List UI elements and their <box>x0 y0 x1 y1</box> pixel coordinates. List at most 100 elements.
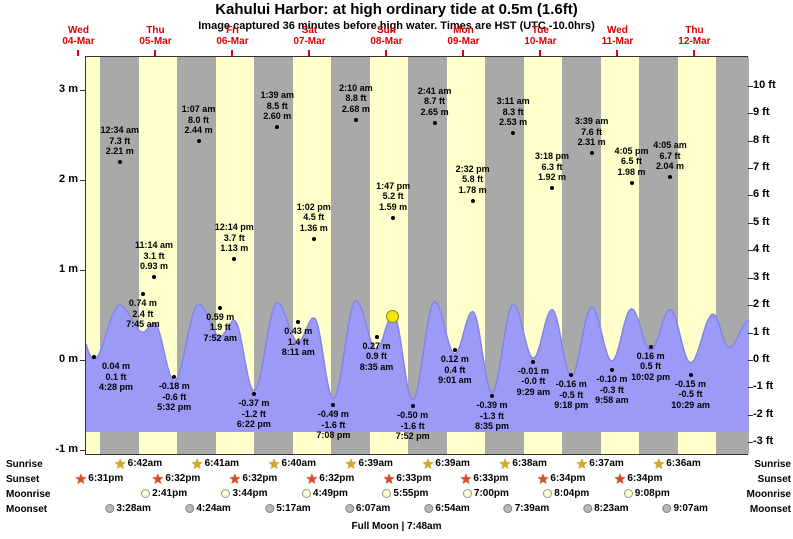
moonrise-entry: 5:55pm <box>382 488 428 499</box>
tide-feet: 0.4 ft <box>426 365 484 376</box>
tide-time: 8:35 am <box>348 362 406 373</box>
meters-tick <box>80 90 85 91</box>
moonrise-entry: 8:04pm <box>543 488 589 499</box>
day-label-date: 06-Mar <box>200 36 264 47</box>
tide-meters: 2.65 m <box>406 107 464 118</box>
sunrise-entry: ★6:37am <box>577 458 624 469</box>
day-label-date: 08-Mar <box>354 36 418 47</box>
tide-feet: 1.4 ft <box>269 337 327 348</box>
feet-tick-label: 4 ft <box>753 243 793 255</box>
astro-time: 6:39am <box>358 458 392 469</box>
astro-time: 6:33pm <box>396 473 431 484</box>
moonrise-circle-icon <box>302 489 311 498</box>
tide-event-label-high: 2:41 am8.7 ft2.65 m <box>406 86 464 118</box>
tide-time: 5:32 pm <box>145 402 203 413</box>
sunset-star-icon: ★ <box>538 474 549 484</box>
feet-tick-label: 3 ft <box>753 271 793 283</box>
tide-meters: -0.37 m <box>225 398 283 409</box>
tide-feet: -0.5 ft <box>662 389 720 400</box>
tide-feet: 8.3 ft <box>484 107 542 118</box>
sunset-star-icon: ★ <box>76 474 87 484</box>
day-label-dow: Mon <box>431 25 495 36</box>
tide-event-label-low: -0.37 m-1.2 ft6:22 pm <box>225 398 283 430</box>
tide-event-label-high: 2:32 pm5.8 ft1.78 m <box>444 164 502 196</box>
tide-time: 1:07 am <box>170 104 228 115</box>
tide-meters: 2.44 m <box>170 125 228 136</box>
tide-event-label-low: 0.27 m0.9 ft8:35 am <box>348 341 406 373</box>
tide-time: 9:01 am <box>426 375 484 386</box>
astro-time: 6:40am <box>282 458 316 469</box>
day-label: Fri06-Mar <box>200 25 264 47</box>
feet-tick-label: 2 ft <box>753 298 793 310</box>
tide-event-label-low: -0.39 m-1.3 ft8:35 pm <box>463 400 521 432</box>
sunrise-entry: ★6:42am <box>115 458 162 469</box>
sunrise-star-icon: ★ <box>500 459 511 469</box>
astro-row-label-left: Moonset <box>6 504 47 515</box>
tide-feet: 4.5 ft <box>285 212 343 223</box>
moonset-circle-icon <box>345 504 354 513</box>
sunrise-star-icon: ★ <box>115 459 126 469</box>
tide-event-dot <box>312 237 316 241</box>
feet-tick <box>748 223 753 224</box>
feet-tick-label: 10 ft <box>753 79 793 91</box>
moonset-entry: 3:28am <box>105 503 150 514</box>
feet-tick <box>748 86 753 87</box>
current-tide-marker <box>386 310 399 323</box>
tide-feet: 6.3 ft <box>523 162 581 173</box>
tide-feet: 2.4 ft <box>114 309 172 320</box>
tide-event-label-low: -0.50 m-1.6 ft7:52 pm <box>384 410 442 442</box>
tide-time: 7:52 am <box>191 333 249 344</box>
tide-event-label-high: 1:02 pm4.5 ft1.36 m <box>285 202 343 234</box>
sunset-star-icon: ★ <box>384 474 395 484</box>
tide-meters: -0.15 m <box>662 379 720 390</box>
sunrise-entry: ★6:39am <box>346 458 393 469</box>
moonset-circle-icon <box>265 504 274 513</box>
day-label: Tue10-Mar <box>508 25 572 47</box>
feet-tick-label: 8 ft <box>753 134 793 146</box>
tide-event-label-high: 12:34 am7.3 ft2.21 m <box>91 125 149 157</box>
astro-time: 6:38am <box>512 458 546 469</box>
day-label: Wed11-Mar <box>585 25 649 47</box>
tide-feet: 0.5 ft <box>622 361 680 372</box>
tide-event-label-high: 1:47 pm5.2 ft1.59 m <box>364 181 422 213</box>
tide-feet: 8.7 ft <box>406 96 464 107</box>
tide-meters: 1.78 m <box>444 185 502 196</box>
moonrise-circle-icon <box>624 489 633 498</box>
tide-event-label-high: 3:18 pm6.3 ft1.92 m <box>523 151 581 183</box>
tide-time: 8:35 pm <box>463 421 521 432</box>
tide-feet: 8.5 ft <box>248 101 306 112</box>
tide-meters: 0.04 m <box>87 361 145 372</box>
astro-time: 6:41am <box>205 458 239 469</box>
astro-row-label-right: Sunrise <box>754 459 791 470</box>
sunset-star-icon: ★ <box>153 474 164 484</box>
sunset-star-icon: ★ <box>461 474 472 484</box>
tide-feet: 1.9 ft <box>191 322 249 333</box>
astro-row-label-left: Sunset <box>6 474 39 485</box>
feet-tick-label: 6 ft <box>753 188 793 200</box>
moonset-circle-icon <box>185 504 194 513</box>
tide-meters: -0.50 m <box>384 410 442 421</box>
tide-meters: -0.01 m <box>504 366 562 377</box>
tide-event-label-low: 0.12 m0.4 ft9:01 am <box>426 354 484 386</box>
tide-meters: 2.04 m <box>641 161 699 172</box>
moonrise-circle-icon <box>221 489 230 498</box>
meters-tick-label: 2 m <box>46 173 78 185</box>
day-label-date: 11-Mar <box>585 36 649 47</box>
day-label-date: 12-Mar <box>662 36 726 47</box>
feet-tick-label: 9 ft <box>753 106 793 118</box>
moonrise-circle-icon <box>382 489 391 498</box>
feet-tick-label: 5 ft <box>753 216 793 228</box>
day-label: Sat07-Mar <box>277 25 341 47</box>
tide-event-label-low: -0.15 m-0.5 ft10:29 am <box>662 379 720 411</box>
moonset-circle-icon <box>662 504 671 513</box>
sunset-entry: ★6:34pm <box>615 473 663 484</box>
tide-meters: 0.43 m <box>269 326 327 337</box>
tide-meters: 0.12 m <box>426 354 484 365</box>
feet-tick <box>748 168 753 169</box>
day-label-dow: Sat <box>277 25 341 36</box>
sunset-entry: ★6:32pm <box>230 473 278 484</box>
feet-tick-label: 7 ft <box>753 161 793 173</box>
astro-time: 6:31pm <box>88 473 123 484</box>
tide-meters: -0.39 m <box>463 400 521 411</box>
meters-tick <box>80 270 85 271</box>
